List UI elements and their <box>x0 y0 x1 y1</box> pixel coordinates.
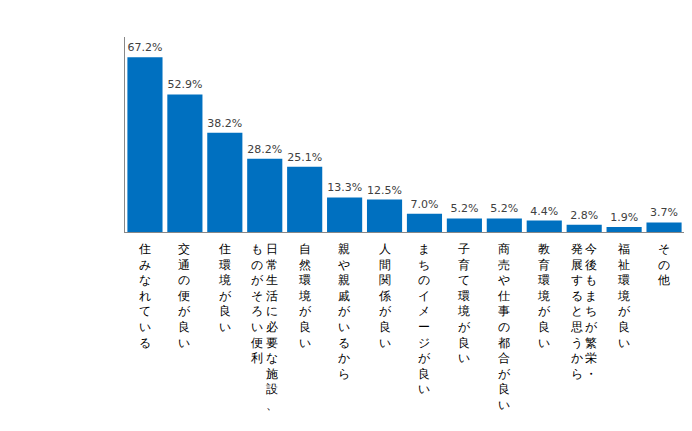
svg-text:発展すると思うから: 発展すると思うから <box>570 242 583 381</box>
svg-text:12.5%: 12.5% <box>367 184 402 197</box>
svg-text:日常生活に必要な施設、: 日常生活に必要な施設、 <box>266 242 278 412</box>
svg-text:人間関係が良い: 人間関係が良い <box>378 242 392 350</box>
svg-text:親や親戚がいるから: 親や親戚がいるから <box>338 242 351 381</box>
svg-text:7.0%: 7.0% <box>410 198 438 211</box>
svg-text:福祉環境が良い: 福祉環境が良い <box>617 242 631 350</box>
svg-text:38.2%: 38.2% <box>207 117 242 130</box>
svg-text:67.2%: 67.2% <box>127 41 162 54</box>
svg-text:その他: その他 <box>658 242 670 287</box>
svg-text:教育環境が良い: 教育環境が良い <box>537 242 551 350</box>
svg-text:自然環境が良い: 自然環境が良い <box>298 242 312 350</box>
svg-text:1.9%: 1.9% <box>610 211 638 224</box>
svg-text:5.2%: 5.2% <box>450 202 478 215</box>
svg-text:2.8%: 2.8% <box>570 209 598 222</box>
svg-text:13.3%: 13.3% <box>327 181 362 194</box>
svg-text:子育て環境が良い: 子育て環境が良い <box>457 242 471 365</box>
svg-text:商売や仕事の都合が良い: 商売や仕事の都合が良い <box>497 242 511 412</box>
svg-text:25.1%: 25.1% <box>287 151 322 164</box>
svg-text:交通の便が良い: 交通の便が良い <box>178 242 191 350</box>
svg-text:3.7%: 3.7% <box>650 206 678 219</box>
svg-text:52.9%: 52.9% <box>167 78 202 91</box>
svg-text:28.2%: 28.2% <box>247 143 282 156</box>
svg-text:ものがそろい便利: ものがそろい便利 <box>251 242 264 365</box>
svg-text:まちのイメージが良い: まちのイメージが良い <box>418 242 431 396</box>
svg-text:4.4%: 4.4% <box>530 205 558 218</box>
svg-text:住環境が良い: 住環境が良い <box>218 242 232 334</box>
svg-text:住みなれている: 住みなれている <box>138 242 151 350</box>
svg-text:今後もまちが繁栄・: 今後もまちが繁栄・ <box>585 242 598 381</box>
svg-text:5.2%: 5.2% <box>490 202 518 215</box>
